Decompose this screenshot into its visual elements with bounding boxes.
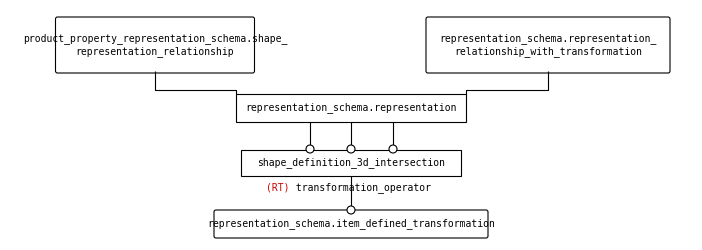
Text: (RT): (RT) (267, 183, 290, 193)
Text: representation_schema.representation_
relationship_with_transformation: representation_schema.representation_ re… (439, 33, 656, 57)
FancyBboxPatch shape (214, 210, 488, 238)
Circle shape (347, 145, 355, 153)
Circle shape (306, 145, 314, 153)
FancyBboxPatch shape (236, 94, 466, 122)
Circle shape (389, 145, 397, 153)
FancyBboxPatch shape (426, 17, 670, 73)
Text: representation_schema.representation: representation_schema.representation (245, 102, 457, 114)
Text: product_property_representation_schema.shape_
representation_relationship: product_property_representation_schema.s… (22, 33, 287, 57)
Circle shape (347, 206, 355, 214)
Text: transformation_operator: transformation_operator (290, 182, 431, 194)
Text: shape_definition_3d_intersection: shape_definition_3d_intersection (257, 158, 445, 168)
Text: representation_schema.item_defined_transformation: representation_schema.item_defined_trans… (207, 218, 495, 230)
FancyBboxPatch shape (55, 17, 255, 73)
FancyBboxPatch shape (241, 150, 461, 176)
